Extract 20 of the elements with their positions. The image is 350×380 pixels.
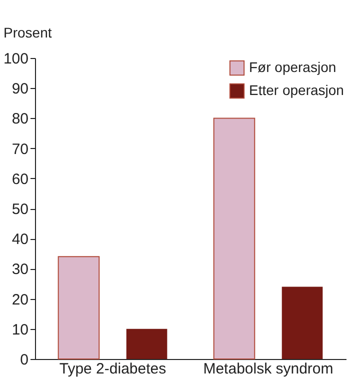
bar [126, 328, 168, 359]
y-tick-label: 0 [20, 352, 28, 368]
y-axis-title: Prosent [4, 24, 52, 40]
y-tick-label: 60 [12, 170, 28, 188]
y-tick-label: 40 [12, 231, 28, 248]
y-tick-label: 20 [12, 291, 28, 308]
bar [58, 256, 100, 360]
bar [213, 118, 256, 360]
legend-label: Etter operasjon [249, 82, 344, 98]
y-tick-label: 30 [12, 261, 28, 278]
x-tick-label: Type 2-diabetes [59, 360, 166, 378]
bar [282, 286, 323, 359]
y-tick-label: 80 [12, 110, 28, 128]
x-tick-label: Metabolsk syndrom [203, 360, 334, 378]
y-tick-label: 50 [12, 201, 28, 218]
legend-label: Før operasjon [249, 59, 336, 75]
y-tick-label: 100 [3, 50, 28, 68]
y-tick-label: 70 [12, 140, 28, 158]
y-tick-label: 10 [12, 321, 28, 338]
y-tick-label: 90 [12, 80, 28, 98]
